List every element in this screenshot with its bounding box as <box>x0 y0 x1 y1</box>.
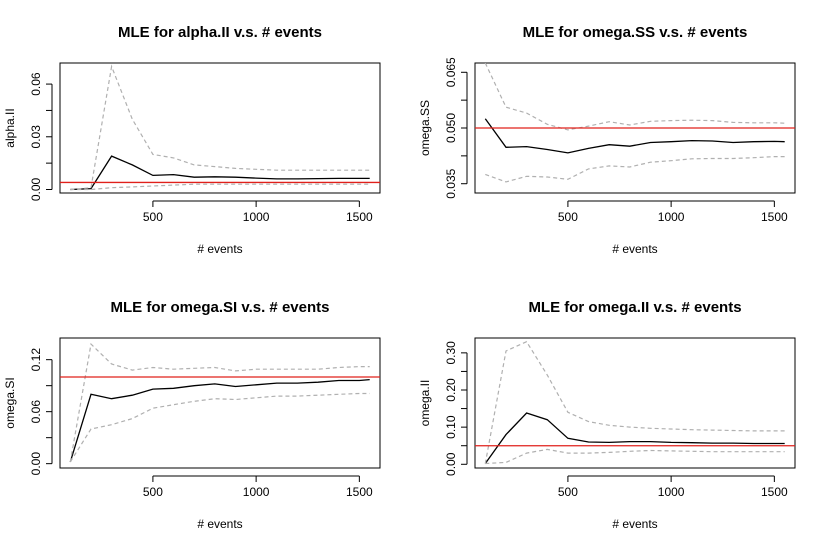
chart-title: MLE for omega.II v.s. # events <box>528 299 741 316</box>
upper-bound-line <box>69 342 370 463</box>
y-tick-label: 0.30 <box>444 341 458 365</box>
chart-panel: MLE for alpha.II v.s. # events 500 1000 150… <box>3 24 381 256</box>
y-tick-label: 0.00 <box>29 452 43 476</box>
x-tick-label: 1000 <box>243 485 270 499</box>
y-tick-label: 0.035 <box>444 168 458 198</box>
chart-title: MLE for omega.SS v.s. # events <box>523 24 748 41</box>
y-axis-label: omega.II <box>418 380 432 427</box>
y-tick-label: 0.065 <box>444 57 458 87</box>
y-tick-label: 0.12 <box>29 348 43 372</box>
plot-frame <box>59 62 381 194</box>
estimate-line <box>484 412 785 464</box>
x-axis-label: # events <box>612 517 657 531</box>
y-tick-label: 0.20 <box>444 378 458 402</box>
x-tick-label: 1000 <box>243 210 270 224</box>
x-axis-label: # events <box>197 242 242 256</box>
x-tick-label: 500 <box>558 210 578 224</box>
x-axis-label: # events <box>197 517 242 531</box>
series-group <box>484 63 785 183</box>
plot-frame <box>59 337 381 469</box>
chart-panel: MLE for omega.II v.s. # events 500 1000 150… <box>418 299 796 531</box>
x-tick-label: 1000 <box>658 210 685 224</box>
lower-bound-line <box>69 392 370 463</box>
lower-bound-line <box>70 183 370 191</box>
y-axis-label: omega.SS <box>418 100 432 156</box>
chart-panel: MLE for omega.SS v.s. # events 500 1000 150… <box>418 24 796 256</box>
upper-bound-line <box>70 64 370 191</box>
estimate-line <box>70 155 370 191</box>
chart-title: MLE for omega.SI v.s. # events <box>111 299 330 316</box>
y-tick-label: 0.00 <box>444 452 458 476</box>
chart-panel: MLE for omega.SI v.s. # events 500 1000 150… <box>3 299 381 531</box>
x-tick-label: 1500 <box>761 485 788 499</box>
lower-bound-line <box>485 156 785 183</box>
y-tick-label: 0.03 <box>29 125 43 149</box>
chart-title: MLE for alpha.II v.s. # events <box>118 24 322 41</box>
y-tick-label: 0.00 <box>29 177 43 201</box>
x-tick-label: 1500 <box>761 210 788 224</box>
upper-bound-line <box>484 340 785 464</box>
x-tick-label: 1000 <box>658 485 685 499</box>
series-group <box>69 342 370 463</box>
y-tick-label: 0.06 <box>29 72 43 96</box>
upper-bound-line <box>484 63 785 131</box>
estimate-line <box>69 378 370 463</box>
estimate-line <box>484 118 785 154</box>
y-axis-label: omega.SI <box>3 377 17 428</box>
y-axis-label: alpha.II <box>3 108 17 147</box>
y-tick-label: 0.10 <box>444 415 458 439</box>
series-group <box>70 64 370 191</box>
y-tick-label: 0.050 <box>444 113 458 143</box>
x-axis-label: # events <box>612 242 657 256</box>
x-tick-label: 500 <box>558 485 578 499</box>
lower-bound-line <box>485 448 785 465</box>
x-tick-label: 500 <box>143 210 163 224</box>
plot-frame <box>474 337 796 469</box>
series-group <box>484 340 785 465</box>
x-tick-label: 500 <box>143 485 163 499</box>
y-tick-label: 0.06 <box>29 400 43 424</box>
x-tick-label: 1500 <box>346 485 373 499</box>
x-tick-label: 1500 <box>346 210 373 224</box>
